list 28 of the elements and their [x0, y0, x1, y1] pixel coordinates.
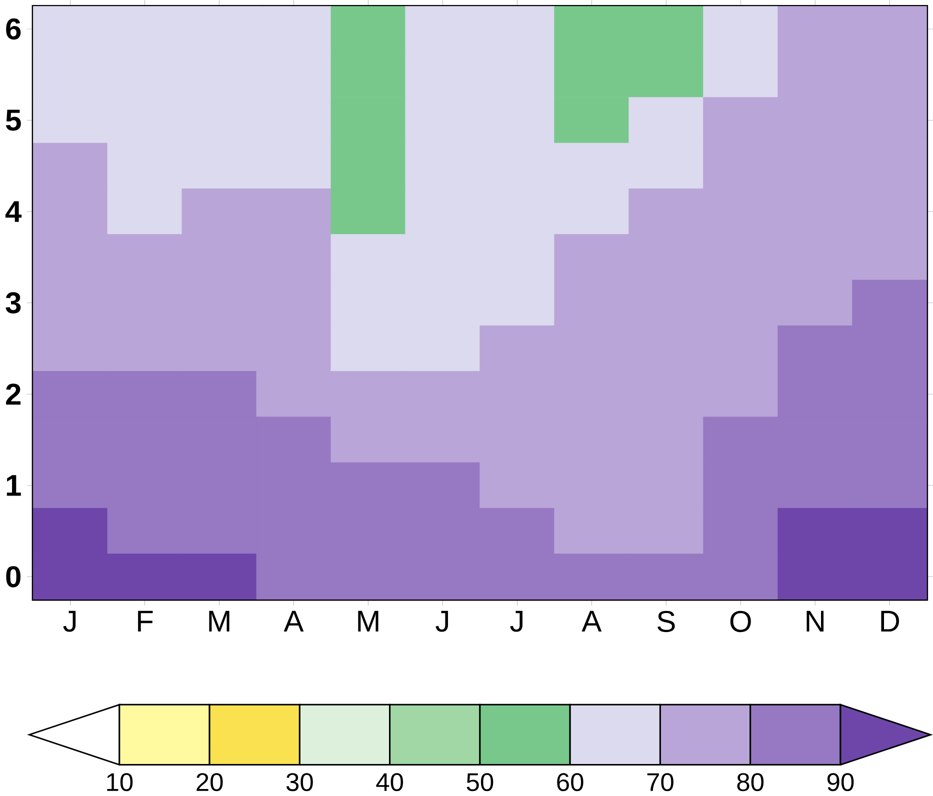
x-tick-label: A [284, 610, 304, 632]
x-tick-label: J [510, 610, 522, 632]
color-bar-label: 90 [827, 772, 854, 792]
color-bar-label: 80 [737, 772, 764, 792]
x-tick-label: J [63, 610, 76, 632]
y-tick-label: 2 [6, 384, 21, 405]
y-tick-label: 3 [6, 292, 21, 314]
x-tick-label: A [582, 610, 602, 632]
x-tick-label: F [138, 610, 153, 632]
x-tick-label: M [209, 610, 230, 632]
x-tick-label: O [730, 610, 751, 632]
color-bar-label: 10 [107, 772, 133, 792]
color-bar-label: 70 [647, 772, 674, 792]
x-tick-label: M [358, 610, 378, 632]
y-tick-label: 5 [6, 110, 21, 131]
x-tick-label: J [436, 610, 448, 632]
y-tick-label: 6 [6, 18, 21, 40]
y-tick-label: 1 [6, 475, 21, 496]
color-bar-label: 50 [466, 772, 494, 792]
x-tick-label: D [881, 610, 900, 632]
color-bar-label: 60 [557, 772, 584, 792]
y-tick-label: 0 [6, 566, 20, 588]
color-bar-label: 40 [376, 772, 404, 792]
y-tick-label: 4 [5, 201, 22, 222]
color-bar-label: 20 [196, 772, 223, 792]
color-bar-label: 30 [286, 772, 313, 792]
x-tick-label: S [657, 610, 675, 632]
x-tick-label: N [806, 610, 824, 632]
